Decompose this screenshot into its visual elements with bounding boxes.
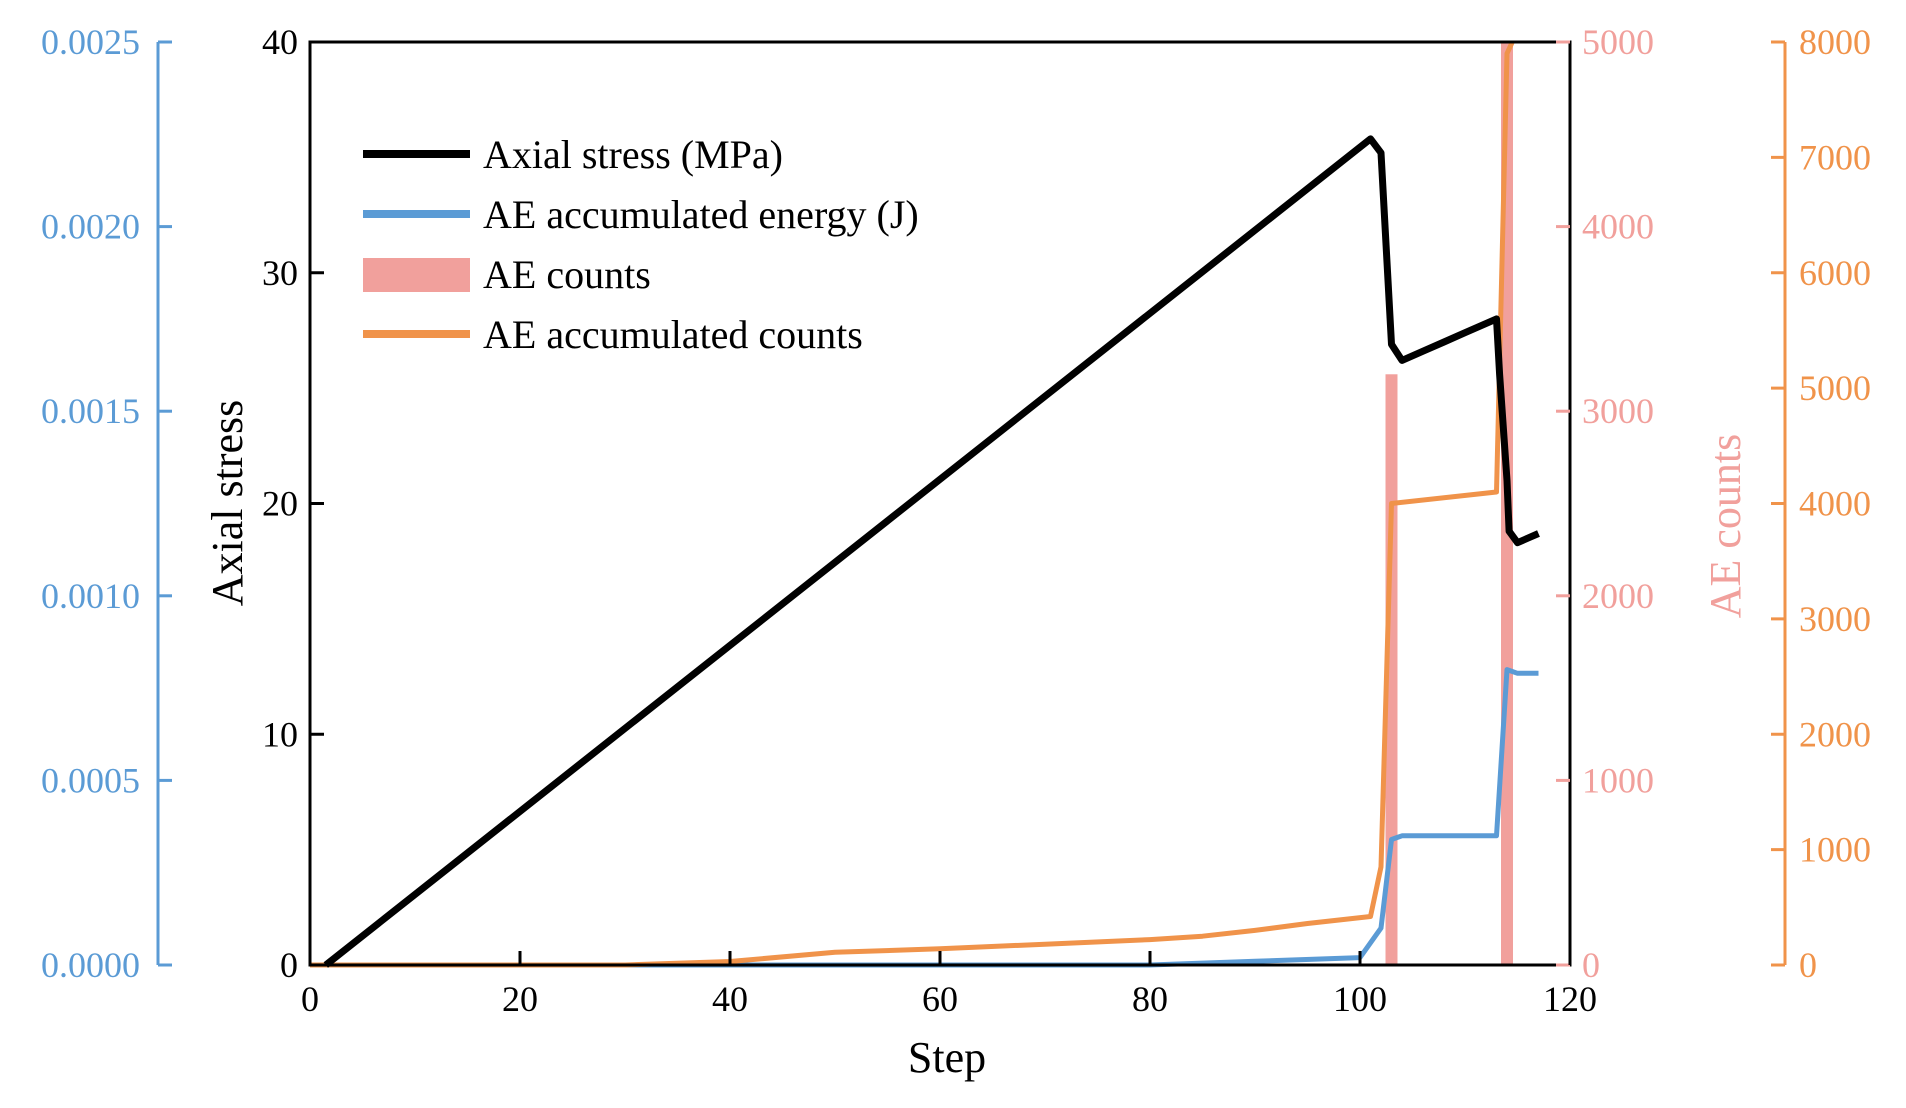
legend-entry: AE accumulated counts xyxy=(363,312,863,357)
stress-tick-label: 0 xyxy=(280,945,298,985)
counts-axis: 0 1000 2000 3000 4000 5000 xyxy=(1556,22,1654,985)
ae-accum-counts-line xyxy=(310,40,1515,968)
counts-tick-label: 0 xyxy=(1582,945,1600,985)
stress-tick-label: 20 xyxy=(262,484,298,524)
accum-counts-axis: 0 1000 2000 3000 4000 5000 6000 7000 8000 xyxy=(1771,22,1871,985)
legend-entry: AE counts xyxy=(363,252,651,297)
energy-tick-label: 0.0020 xyxy=(41,207,140,247)
energy-tick-label: 0.0005 xyxy=(41,760,140,800)
counts-tick-label: 3000 xyxy=(1582,391,1654,431)
stress-axis: 0 10 20 30 40 xyxy=(262,22,324,985)
axial-stress-line xyxy=(323,135,1540,968)
accum-tick-label: 0 xyxy=(1799,945,1817,985)
series-layer xyxy=(310,40,1540,968)
energy-tick-label: 0.0010 xyxy=(41,576,140,616)
accum-tick-label: 4000 xyxy=(1799,484,1871,524)
counts-tick-label: 4000 xyxy=(1582,207,1654,247)
stress-axis-title: Axial stress xyxy=(203,400,252,607)
accum-tick-label: 8000 xyxy=(1799,22,1871,62)
x-tick-label: 80 xyxy=(1132,979,1168,1019)
energy-tick-label: 0.0025 xyxy=(41,22,140,62)
legend-entry: Axial stress (MPa) xyxy=(363,132,783,177)
accum-tick-label: 6000 xyxy=(1799,253,1871,293)
accum-tick-label: 7000 xyxy=(1799,137,1871,177)
x-axis-title: Step xyxy=(908,1033,986,1082)
counts-axis-title: AE counts xyxy=(1701,434,1750,619)
x-tick-label: 0 xyxy=(301,979,319,1019)
legend-label: AE counts xyxy=(483,252,651,297)
legend-swatch xyxy=(363,258,470,292)
accum-tick-label: 5000 xyxy=(1799,368,1871,408)
energy-tick-label: 0.0000 xyxy=(41,945,140,985)
x-tick-label: 20 xyxy=(502,979,538,1019)
x-tick-label: 120 xyxy=(1543,979,1597,1019)
legend-label: AE accumulated energy (J) xyxy=(483,192,919,237)
accum-tick-label: 2000 xyxy=(1799,714,1871,754)
legend-entry: AE accumulated energy (J) xyxy=(363,192,919,237)
x-tick-label: 100 xyxy=(1333,979,1387,1019)
legend-label: AE accumulated counts xyxy=(483,312,863,357)
stress-tick-label: 40 xyxy=(262,22,298,62)
energy-tick-label: 0.0015 xyxy=(41,391,140,431)
stress-tick-label: 10 xyxy=(262,714,298,754)
accum-tick-label: 1000 xyxy=(1799,830,1871,870)
legend: Axial stress (MPa) AE accumulated energy… xyxy=(363,132,919,357)
x-tick-label: 40 xyxy=(712,979,748,1019)
x-axis: 0 20 40 60 80 100 120 xyxy=(301,951,1597,1019)
legend-label: Axial stress (MPa) xyxy=(483,132,783,177)
energy-axis: 0.0000 0.0005 0.0010 0.0015 0.0020 0.0025 xyxy=(41,22,172,985)
counts-tick-label: 2000 xyxy=(1582,576,1654,616)
counts-tick-label: 1000 xyxy=(1582,760,1654,800)
accum-tick-label: 3000 xyxy=(1799,599,1871,639)
x-tick-label: 60 xyxy=(922,979,958,1019)
stress-tick-label: 30 xyxy=(262,253,298,293)
counts-tick-label: 5000 xyxy=(1582,22,1654,62)
